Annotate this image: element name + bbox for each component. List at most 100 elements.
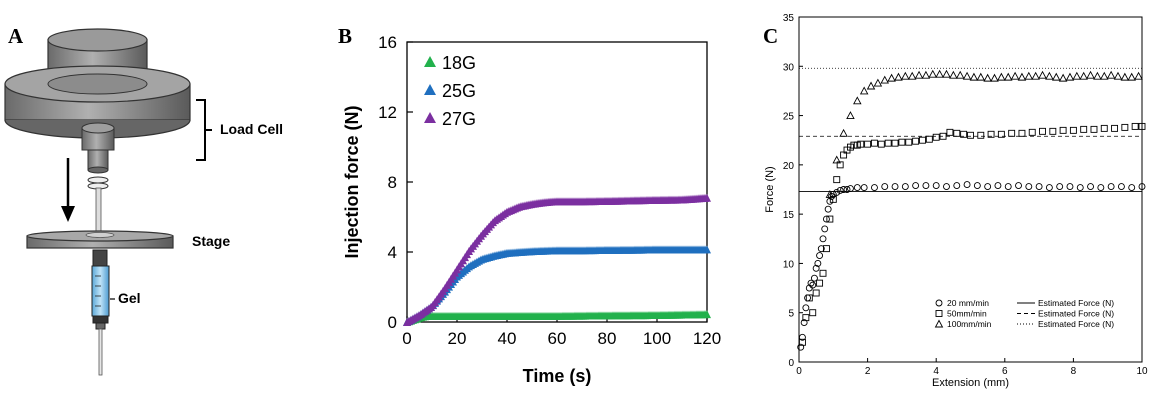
- marker: [1008, 129, 1016, 137]
- marker: [891, 139, 899, 147]
- marker: [840, 186, 848, 193]
- marker: [942, 69, 951, 78]
- marker: [809, 309, 817, 317]
- marker: [912, 137, 920, 145]
- y-tick-label: 20: [783, 161, 795, 172]
- marker: [860, 184, 868, 191]
- marker: [1024, 71, 1034, 80]
- marker: [833, 176, 841, 184]
- marker: [703, 310, 711, 319]
- marker: [810, 274, 818, 282]
- marker: [871, 139, 878, 147]
- panel-b: B 0 20 40 60 80 100 120 0 4 8 12 16 Time (s) Injectio…: [330, 0, 730, 390]
- marker: [1079, 71, 1088, 80]
- x-tick-label: 0: [402, 329, 411, 348]
- marker: [935, 310, 943, 317]
- legend-label: 50mm/min: [947, 309, 987, 319]
- marker: [994, 182, 1002, 190]
- marker: [935, 69, 944, 78]
- marker: [797, 343, 805, 351]
- marker: [802, 304, 810, 312]
- x-tick-label: 100: [643, 329, 671, 348]
- marker: [907, 71, 917, 80]
- marker: [967, 131, 974, 139]
- marker: [1010, 71, 1020, 80]
- legend-item: 18G: [424, 53, 476, 73]
- x-tick-label: 6: [1002, 366, 1008, 377]
- marker: [984, 183, 992, 190]
- legend-marker: [424, 84, 436, 95]
- marker: [977, 131, 985, 139]
- marker: [884, 139, 892, 147]
- x-axis-label: Time (s): [523, 366, 592, 386]
- panel-letter-c: C: [763, 24, 779, 48]
- marker: [1076, 184, 1084, 191]
- y-tick-label: 4: [388, 243, 397, 262]
- marker: [912, 182, 920, 190]
- y-tick-label: 10: [783, 259, 795, 270]
- marker: [987, 130, 995, 138]
- marker: [703, 193, 711, 202]
- marker: [939, 132, 947, 140]
- legend-item: 50mm/min Estimated Force (N): [935, 309, 1114, 319]
- y-tick-label: 12: [378, 103, 397, 122]
- label-stage: Stage: [192, 233, 230, 249]
- apparatus-diagram: Load Cell Stage: [4, 28, 283, 376]
- marker: [1072, 71, 1082, 80]
- marker: [1127, 72, 1136, 81]
- marker: [1080, 125, 1088, 133]
- marker: [877, 140, 885, 148]
- marker: [881, 183, 889, 190]
- marker: [1058, 73, 1068, 82]
- marker: [962, 71, 972, 80]
- marker: [1038, 70, 1047, 79]
- down-arrow-icon: [61, 158, 75, 222]
- marker: [932, 182, 940, 190]
- marker: [935, 299, 943, 307]
- marker: [887, 73, 896, 82]
- marker: [824, 205, 832, 213]
- marker: [816, 252, 824, 259]
- load-cell-bracket: [196, 99, 212, 161]
- marker: [1106, 70, 1116, 79]
- marker: [804, 294, 812, 302]
- marker: [953, 129, 961, 137]
- marker: [836, 187, 844, 194]
- legend-item: 100mm/min Estimated Force (N): [934, 319, 1114, 329]
- marker: [901, 71, 910, 80]
- marker: [1035, 183, 1043, 190]
- marker: [1065, 72, 1075, 81]
- panel-c: C 0 2 4 6 8 10 0 5 10 15 20 25 30 35 Extension (mm) For…: [745, 0, 1149, 390]
- marker: [853, 184, 861, 191]
- y-tick-label: 15: [783, 210, 795, 221]
- legend-label: 100mm/min: [947, 319, 992, 329]
- marker: [894, 72, 903, 81]
- marker: [946, 128, 954, 136]
- series-27G: [403, 193, 711, 326]
- marker: [1086, 70, 1095, 79]
- marker: [934, 319, 944, 328]
- marker: [1120, 72, 1130, 81]
- marker: [960, 130, 968, 138]
- marker: [866, 81, 876, 90]
- marker: [843, 186, 851, 193]
- marker: [1111, 124, 1119, 132]
- legend-item: 25G: [424, 81, 476, 101]
- marker: [798, 333, 806, 341]
- chart-force-extension: 0 2 4 6 8 10 0 5 10 15 20 25 30 35 Extension (mm) Force…: [764, 13, 1148, 389]
- marker: [928, 69, 938, 78]
- marker: [983, 73, 992, 82]
- marker: [864, 140, 872, 148]
- marker: [1097, 184, 1105, 191]
- y-tick-label: 25: [783, 112, 795, 123]
- marker: [953, 182, 961, 190]
- marker: [817, 245, 825, 253]
- y-tick-label: 5: [788, 309, 794, 320]
- marker: [880, 75, 890, 84]
- marker: [1128, 184, 1136, 191]
- marker: [922, 182, 930, 190]
- y-axis-label: Force (N): [764, 166, 776, 212]
- plunger: [87, 176, 109, 232]
- legend-item: 27G: [424, 109, 476, 129]
- y-tick-label: 16: [378, 33, 397, 52]
